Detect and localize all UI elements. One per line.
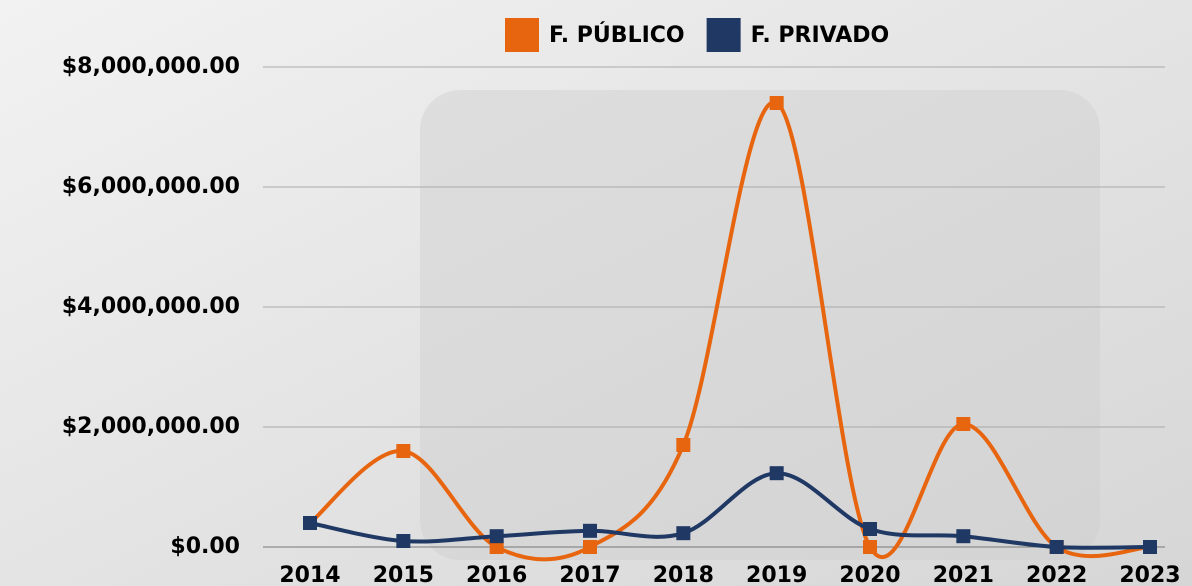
legend-label: F. PÚBLICO [549, 22, 685, 48]
y-tick-label: $4,000,000.00 [62, 294, 240, 319]
data-point [676, 526, 690, 540]
x-tick-label: 2016 [466, 563, 527, 586]
x-tick-label: 2022 [1026, 563, 1087, 586]
data-point [956, 529, 970, 543]
data-point [396, 534, 410, 548]
x-tick-label: 2021 [933, 563, 994, 586]
x-tick-label: 2020 [839, 563, 900, 586]
x-tick-label: 2017 [559, 563, 620, 586]
data-point [770, 466, 784, 480]
y-tick-label: $8,000,000.00 [62, 54, 240, 79]
x-tick-label: 2019 [746, 563, 807, 586]
legend-label: F. PRIVADO [751, 23, 890, 48]
y-tick-label: $2,000,000.00 [62, 414, 240, 439]
data-point [583, 524, 597, 538]
data-point [303, 516, 317, 530]
data-point [956, 417, 970, 431]
data-point [676, 438, 690, 452]
y-tick-label: $0.00 [170, 534, 240, 559]
chart: $0.00 $2,000,000.00 $4,000,000.00 $6,000,00… [0, 0, 1192, 586]
data-point [1050, 540, 1064, 554]
page: {"chart_data": {"type": "line", "categor… [0, 0, 1192, 586]
data-point [1143, 540, 1157, 554]
legend-swatch [707, 18, 741, 52]
data-point [770, 96, 784, 110]
data-point [863, 522, 877, 536]
legend-swatch [505, 18, 539, 52]
data-point [490, 529, 504, 543]
background-decoration [420, 90, 1100, 560]
x-tick-label: 2023 [1119, 563, 1180, 586]
y-tick-label: $6,000,000.00 [62, 174, 240, 199]
x-tick-label: 2015 [373, 563, 434, 586]
data-point [863, 540, 877, 554]
data-point [396, 444, 410, 458]
x-tick-label: 2014 [279, 563, 340, 586]
data-point [583, 540, 597, 554]
x-tick-label: 2018 [653, 563, 714, 586]
